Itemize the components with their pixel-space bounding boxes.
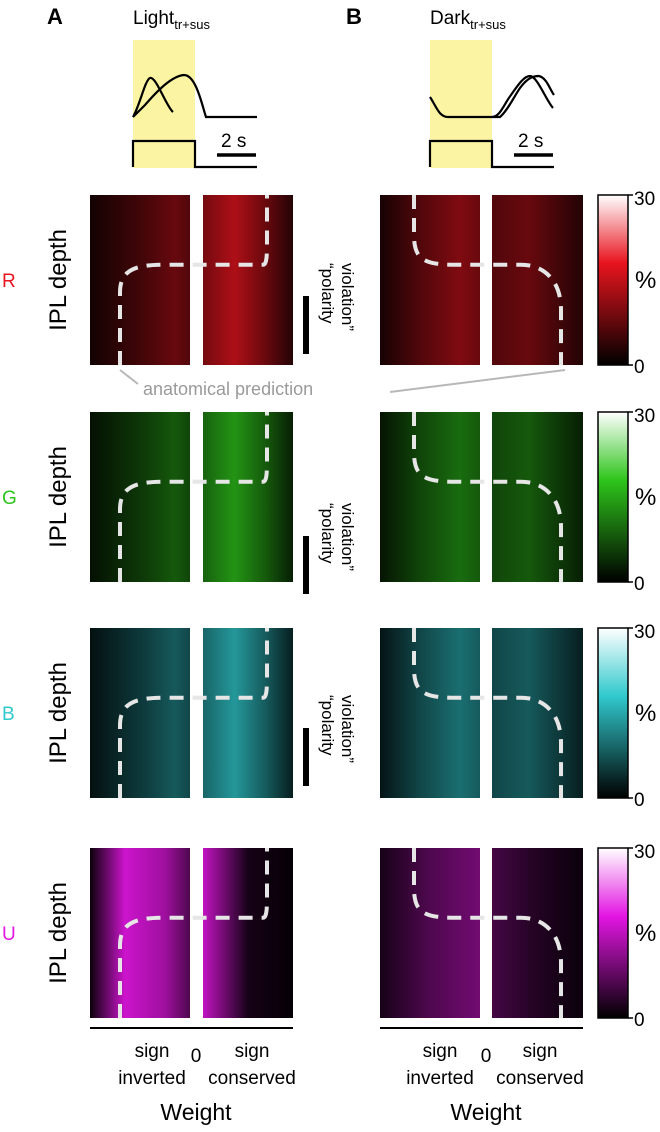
- heatmap-b-a-inverted: [90, 628, 190, 798]
- heatmap-r-b-conserved: [492, 195, 583, 365]
- panel-title-a-sub: tr+sus: [174, 17, 210, 32]
- colorbar-min-u: 0: [634, 1010, 645, 1031]
- colorbar-max-g: 30: [634, 406, 655, 427]
- anatomical-curve-g-b: [412, 412, 563, 582]
- stimulus-trace-b: [428, 139, 554, 169]
- colorbar-max-b: 30: [634, 622, 655, 643]
- colorbar-max-r: 30: [634, 189, 655, 210]
- colorbar-unit-u: %: [635, 920, 656, 947]
- heatmap-u-a-inverted: [90, 848, 190, 1018]
- time-bar-label-a: 2 s: [221, 131, 246, 152]
- heatmap-g-b-conserved: [492, 412, 583, 582]
- heatmap-u-b-inverted: [380, 848, 480, 1018]
- x-title-b: Weight: [450, 1099, 522, 1125]
- ipl-depth-label-g: IPL depth: [45, 446, 72, 548]
- panel-title-a-main: Light: [133, 8, 175, 29]
- anatomical-curve-r-b: [412, 195, 563, 365]
- x-label-sign-b: sign: [423, 1041, 458, 1062]
- colorbar-unit-b: %: [635, 700, 656, 727]
- panel-letter-b: B: [346, 4, 362, 29]
- x-label-conserved-a: conserved: [208, 1068, 296, 1089]
- colorbar-g: [597, 411, 629, 583]
- heatmap-g-a-conserved: [203, 412, 293, 582]
- heatmap-g-b-inverted: [380, 412, 480, 582]
- anatomical-prediction-label: anatomical prediction: [143, 379, 313, 399]
- light-period-a: [133, 40, 195, 168]
- stimulus-trace-a: [131, 139, 257, 169]
- colorbar-unit-r: %: [635, 267, 656, 294]
- colorbar-min-r: 0: [634, 357, 645, 378]
- heatmap-r-b-inverted: [380, 195, 480, 365]
- heatmap-u-b-conserved: [492, 848, 583, 1018]
- stimulus-a: 2 s: [131, 40, 257, 169]
- panel-letter-a: A: [47, 4, 63, 29]
- x-title-a: Weight: [160, 1099, 232, 1125]
- x-label-inverted-b: inverted: [406, 1068, 474, 1089]
- channel-label-u: U: [2, 924, 16, 945]
- panel-title-b: Darktr+sus: [430, 8, 506, 32]
- colorbar-unit-g: %: [635, 484, 656, 511]
- panel-title-b-sub: tr+sus: [470, 17, 506, 32]
- channel-label-g: G: [2, 488, 17, 509]
- x-axis-b: sign inverted 0 sign conserved Weight: [380, 1027, 584, 1125]
- time-bar-label-b: 2 s: [518, 131, 543, 152]
- colorbar-r: [597, 194, 629, 366]
- colorbar-b: [597, 627, 629, 799]
- x-axis-a: sign inverted 0 sign conserved Weight: [90, 1027, 296, 1125]
- trace-transient-a: [132, 76, 174, 118]
- x-label-conserved-b: conserved: [496, 1068, 584, 1089]
- polarity-label-b: “polarityviolation”: [318, 695, 357, 763]
- ipl-depth-label-r: IPL depth: [45, 229, 72, 331]
- heatmap-g-a-inverted: [90, 412, 190, 582]
- anatomical-pointer-left: [119, 369, 139, 385]
- anatomical-curve-b-b: [412, 628, 563, 798]
- heatmap-r-a-conserved: [203, 195, 293, 365]
- x-label-inverted-a: inverted: [118, 1068, 186, 1089]
- panel-title-a: Lighttr+sus: [133, 8, 210, 32]
- heatmap-u-a-conserved: [203, 848, 293, 1018]
- x-zero-b: 0: [481, 1046, 492, 1067]
- channel-label-b: B: [2, 704, 15, 725]
- polarity-label-r: “polarityviolation”: [318, 263, 357, 331]
- x-zero-a: 0: [191, 1046, 202, 1067]
- x-label-sign2-a: sign: [235, 1041, 270, 1062]
- trace-sustained-a: [132, 73, 257, 119]
- x-label-sign-a: sign: [135, 1041, 170, 1062]
- colorbar-min-b: 0: [634, 790, 645, 811]
- heatmap-grid: R IPL depth “polarityviolation” 30 0% G IPL de…: [2, 189, 656, 1031]
- trace-transient-b: [429, 74, 554, 119]
- stimulus-b: 2 s: [428, 40, 555, 169]
- ipl-depth-label-b: IPL depth: [45, 662, 72, 764]
- channel-label-r: R: [2, 271, 16, 292]
- panel-title-b-main: Dark: [430, 8, 471, 29]
- colorbar-u: [597, 847, 629, 1019]
- ipl-depth-label-u: IPL depth: [45, 882, 72, 984]
- heatmap-b-b-inverted: [380, 628, 480, 798]
- heatmap-b-b-conserved: [492, 628, 583, 798]
- colorbar-min-g: 0: [634, 574, 645, 595]
- polarity-label-g: “polarityviolation”: [318, 503, 357, 571]
- anatomical-curve-u-b: [412, 848, 563, 1018]
- heatmap-b-a-conserved: [203, 628, 293, 798]
- colorbar-max-u: 30: [634, 842, 655, 863]
- light-period-b: [430, 40, 492, 168]
- trace-sustained-b: [492, 74, 555, 119]
- heatmap-r-a-inverted: [90, 195, 190, 365]
- anatomical-pointer-right: [389, 369, 566, 393]
- x-label-sign2-b: sign: [523, 1041, 558, 1062]
